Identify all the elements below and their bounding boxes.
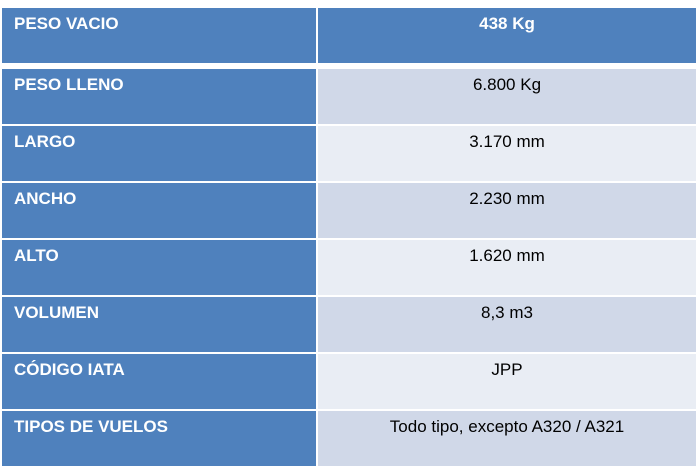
row-value: 2.230 mm: [316, 181, 698, 240]
row-label: PESO VACIO: [0, 6, 318, 69]
table-row: PESO LLENO 6.800 Kg: [0, 65, 698, 126]
specs-table: PESO VACIO 438 Kg PESO LLENO 6.800 Kg LARG…: [0, 6, 698, 468]
row-value: JPP: [316, 352, 698, 411]
row-value: 438 Kg: [316, 6, 698, 69]
row-label: CÓDIGO IATA: [0, 352, 318, 411]
row-label: ALTO: [0, 238, 318, 297]
table-row: VOLUMEN 8,3 m3: [0, 295, 698, 354]
row-label: VOLUMEN: [0, 295, 318, 354]
row-label: LARGO: [0, 124, 318, 183]
row-label: ANCHO: [0, 181, 318, 240]
table-row: ANCHO 2.230 mm: [0, 181, 698, 240]
row-value: 8,3 m3: [316, 295, 698, 354]
row-value: 3.170 mm: [316, 124, 698, 183]
row-value: 6.800 Kg: [316, 65, 698, 126]
table-row: LARGO 3.170 mm: [0, 124, 698, 183]
table-row: ALTO 1.620 mm: [0, 238, 698, 297]
row-label: TIPOS DE VUELOS: [0, 409, 318, 468]
row-label: PESO LLENO: [0, 65, 318, 126]
table-row: TIPOS DE VUELOS Todo tipo, excepto A320 /…: [0, 409, 698, 468]
row-value: Todo tipo, excepto A320 / A321: [316, 409, 698, 468]
row-value: 1.620 mm: [316, 238, 698, 297]
table-row: CÓDIGO IATA JPP: [0, 352, 698, 411]
table-row: PESO VACIO 438 Kg: [0, 6, 698, 69]
